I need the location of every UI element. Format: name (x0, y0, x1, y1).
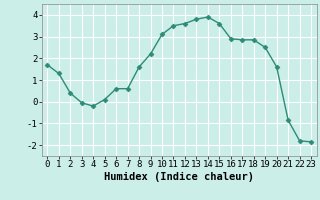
X-axis label: Humidex (Indice chaleur): Humidex (Indice chaleur) (104, 172, 254, 182)
